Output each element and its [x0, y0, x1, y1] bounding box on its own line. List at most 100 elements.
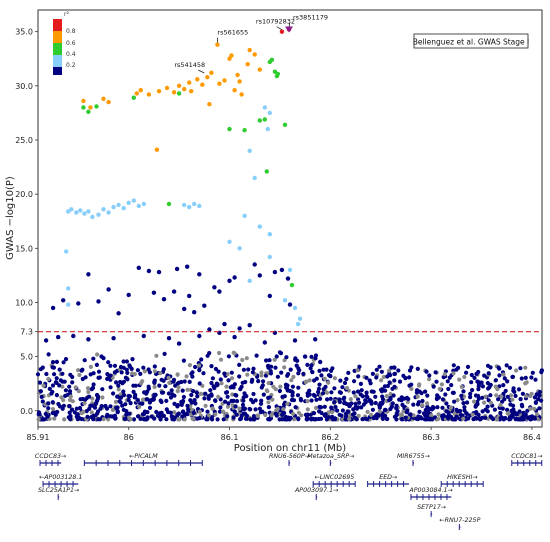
variant-point — [275, 71, 281, 77]
variant-point — [147, 405, 153, 410]
variant-point — [95, 352, 100, 357]
variant-point — [248, 417, 253, 422]
variant-point — [54, 376, 59, 381]
variant-point — [370, 407, 375, 412]
variant-point — [289, 378, 294, 383]
variant-point — [225, 414, 230, 419]
variant-point — [285, 276, 291, 281]
variant-point — [338, 378, 343, 383]
variant-point — [529, 375, 534, 380]
variant-point — [210, 406, 215, 411]
variant-point — [425, 401, 430, 406]
variant-point — [392, 365, 397, 370]
variant-point — [170, 392, 175, 397]
variant-point — [267, 358, 272, 363]
variant-point — [359, 405, 364, 410]
variant-point — [62, 417, 67, 422]
variant-point — [50, 360, 56, 365]
variant-point — [217, 350, 222, 356]
variant-point — [124, 367, 129, 372]
variant-point — [275, 374, 280, 379]
variant-point — [461, 401, 466, 406]
variant-point — [332, 400, 337, 405]
variant-point — [370, 371, 375, 376]
variant-point — [252, 175, 257, 181]
variant-point — [342, 380, 348, 386]
variant-point — [396, 368, 401, 373]
variant-point — [303, 379, 308, 385]
variant-point — [197, 363, 202, 368]
variant-point — [101, 207, 106, 212]
variant-point — [499, 394, 504, 399]
variant-point — [182, 86, 187, 92]
variant-point — [80, 376, 85, 382]
variant-point — [436, 416, 441, 421]
variant-point — [227, 56, 232, 61]
variant-point — [226, 378, 231, 383]
variant-point — [472, 375, 477, 380]
variant-point — [50, 365, 55, 370]
variant-point — [260, 383, 265, 388]
variant-point — [172, 401, 177, 406]
gene-label: ←LINC02695 — [314, 474, 354, 481]
variant-point — [397, 379, 403, 384]
variant-point — [510, 403, 516, 408]
variant-point — [218, 377, 223, 382]
variant-point — [373, 414, 378, 419]
variant-point — [187, 293, 192, 299]
variant-point — [172, 410, 177, 415]
variant-point — [364, 417, 370, 422]
variant-point — [113, 399, 118, 404]
variant-point — [330, 410, 335, 415]
variant-point — [510, 374, 516, 379]
variant-point — [181, 358, 186, 363]
variant-point — [40, 399, 45, 404]
variant-point — [186, 407, 191, 412]
variant-point — [146, 92, 152, 97]
variant-point — [519, 376, 524, 381]
variant-point — [192, 201, 197, 207]
variant-point — [221, 417, 226, 422]
variant-point — [262, 340, 267, 345]
variant-point — [475, 399, 480, 405]
variant-point — [346, 409, 351, 414]
variant-point — [404, 410, 409, 415]
variant-point — [397, 397, 402, 402]
variant-point — [95, 411, 100, 416]
variant-point — [267, 417, 272, 422]
variant-point — [417, 409, 422, 414]
variant-point — [120, 381, 125, 386]
colorbar-title: r² — [64, 11, 69, 18]
variant-point — [409, 386, 414, 391]
variant-point — [205, 353, 210, 358]
variant-point — [181, 398, 186, 404]
variant-point — [190, 370, 195, 375]
variant-point — [355, 368, 360, 373]
variant-point — [218, 357, 224, 362]
variant-point — [313, 356, 318, 361]
variant-point — [96, 369, 102, 374]
variant-point — [475, 379, 480, 384]
variant-point — [232, 275, 237, 280]
variant-point — [326, 380, 331, 385]
variant-point — [502, 397, 507, 402]
gene-label: MIR6755→ — [397, 453, 430, 460]
variant-point — [141, 333, 146, 339]
variant-point — [324, 417, 329, 422]
y-tick-label: 10.0 — [15, 298, 33, 307]
variant-point — [278, 351, 284, 356]
variant-point — [359, 388, 364, 393]
variant-point — [317, 368, 322, 373]
variant-point — [532, 416, 538, 421]
variant-point — [113, 416, 118, 421]
y-axis-ticks: 0.0 5.0 7.3 10.0 15.0 20.0 25.0 30.0 35.0 — [15, 28, 38, 416]
variant-point — [289, 389, 294, 394]
variant-point — [67, 404, 72, 409]
y-tick-label: 25.0 — [15, 136, 33, 145]
variant-point — [66, 302, 71, 307]
variant-point — [192, 398, 197, 403]
colorbar-swatch-2 — [53, 31, 62, 43]
variant-point — [153, 392, 158, 397]
variant-point — [133, 395, 138, 400]
